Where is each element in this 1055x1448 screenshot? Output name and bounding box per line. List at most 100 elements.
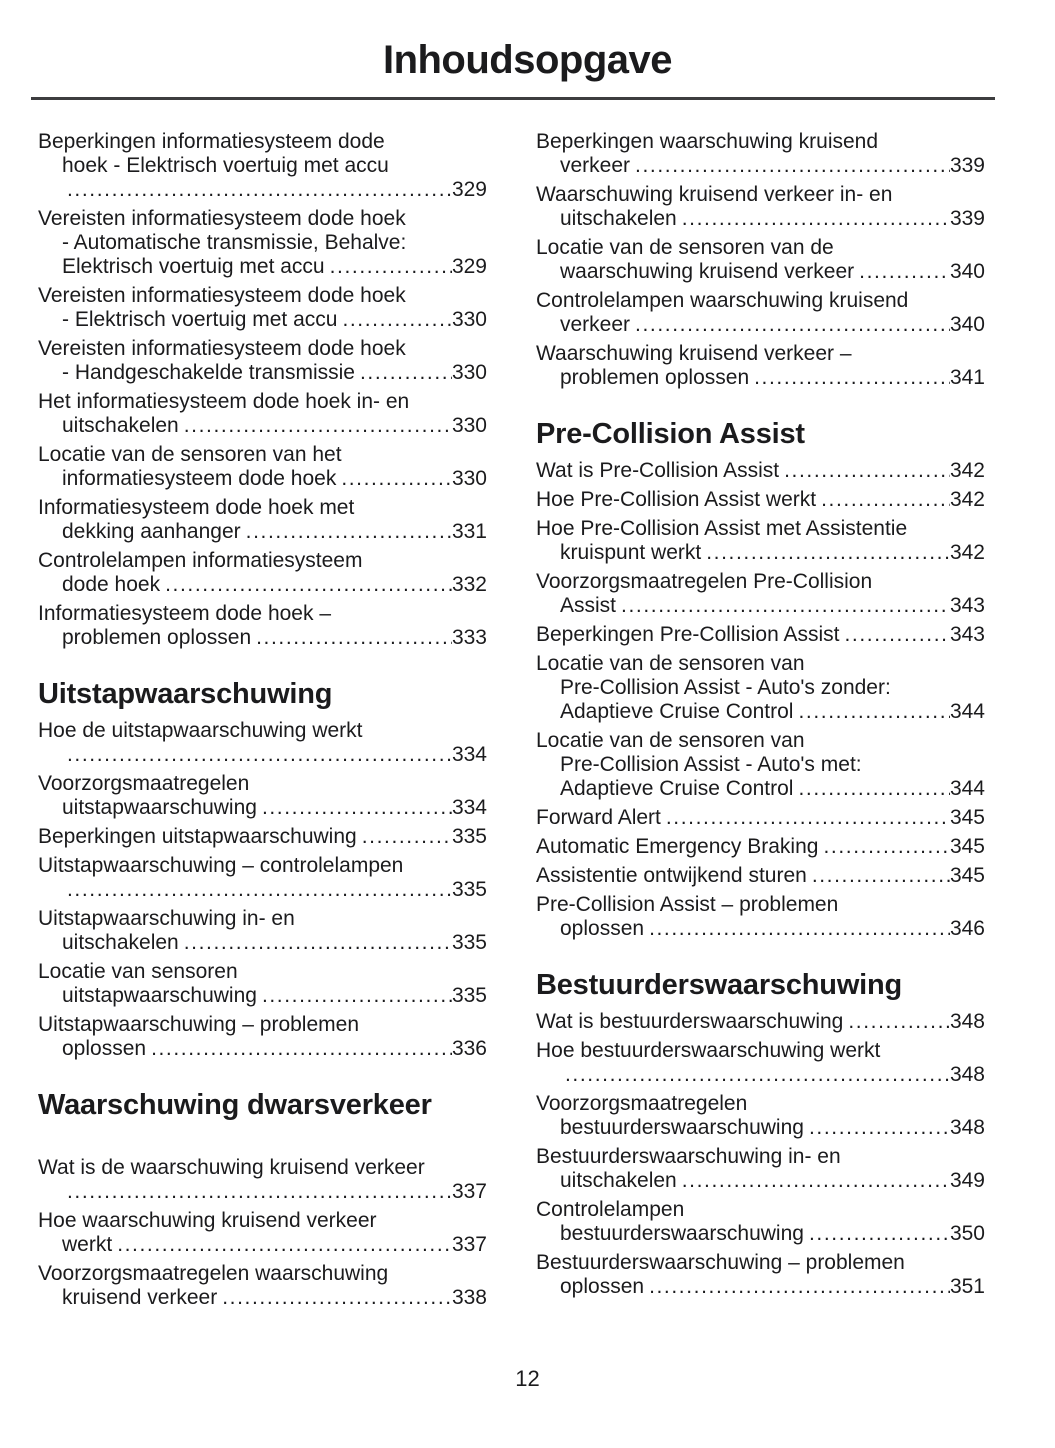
toc-entry: Locatie van de sensoren van de waarschuwi… [536, 236, 985, 284]
toc-entry-lastline: dode hoek...............................… [38, 573, 487, 597]
toc-entry: Beperkingen Pre-Collision Assist........… [536, 623, 985, 647]
toc-entry-line: Informatiesysteem dode hoek – [38, 602, 331, 625]
toc-entry-lastline: dekking aanhanger.......................… [38, 520, 487, 544]
toc-column-left: Beperkingen informatiesysteem dode hoek -… [38, 130, 487, 1315]
toc-entry-line: Vereisten informatiesysteem dode hoek [38, 207, 406, 230]
dot-leader: ........................................… [754, 366, 950, 389]
toc-entry-line: Hoe waarschuwing kruisend verkeer [38, 1209, 377, 1232]
toc-entry-line: Uitstapwaarschuwing in- en [38, 907, 295, 930]
toc-entry: Vereisten informatiesysteem dode hoek - E… [38, 284, 487, 332]
toc-entry: Locatie van de sensoren van Pre-Collision… [536, 729, 985, 801]
dot-leader: ........................................… [183, 931, 452, 954]
toc-entry-text: Adaptieve Cruise Control [560, 777, 794, 800]
toc-entry-line: Hoe bestuurderswaarschuwing werkt [536, 1039, 881, 1062]
toc-entry-pagenumber: 351 [949, 1275, 985, 1298]
toc-entry-lastline: ........................................… [38, 178, 487, 202]
toc-entry-text: oplossen [560, 917, 645, 940]
toc-entry-text: verkeer [560, 154, 631, 177]
dot-leader: ........................................… [222, 1286, 452, 1309]
toc-entry-line: Informatiesysteem dode hoek met [38, 496, 355, 519]
toc-entry: Wat is Pre-Collision Assist.............… [536, 459, 985, 483]
toc-entry-pagenumber: 345 [949, 835, 985, 858]
toc-entry-line: Uitstapwaarschuwing – controlelampen [38, 854, 404, 877]
toc-entry: Voorzorgsmaatregelen Pre-Collision Assist… [536, 570, 985, 618]
toc-entry: Hoe Pre-Collision Assist werkt..........… [536, 488, 985, 512]
toc-entry-lastline: Forward Alert...........................… [536, 806, 985, 830]
toc-entry-pagenumber: 337 [451, 1233, 487, 1256]
toc-entry-text: uitstapwaarschuwing [62, 796, 257, 819]
dot-leader: ........................................… [261, 796, 452, 819]
toc-entry-lastline: Hoe Pre-Collision Assist werkt..........… [536, 488, 985, 512]
toc-entry-line: Locatie van de sensoren van [536, 729, 805, 752]
toc-entry-pagenumber: 330 [451, 467, 487, 490]
toc-entry-lastline: uitschakelen............................… [536, 207, 985, 231]
toc-entry-lastline: problemen oplossen......................… [38, 626, 487, 650]
toc-entry-line: Controlelampen informatiesysteem [38, 549, 363, 572]
toc-entry: Wat is bestuurderswaarschuwing..........… [536, 1010, 985, 1034]
toc-entry-pagenumber: 349 [949, 1169, 985, 1192]
toc-entry-text: uitstapwaarschuwing [62, 984, 257, 1007]
toc-entry-text: Assistentie ontwijkend sturen [536, 864, 807, 887]
dot-leader: ........................................… [844, 623, 949, 646]
toc-entry: Informatiesysteem dode hoek met dekking a… [38, 496, 487, 544]
toc-entry-line: Beperkingen waarschuwing kruisend [536, 130, 879, 153]
toc-entry-line: Hoe de uitstapwaarschuwing werkt [38, 719, 363, 742]
toc-entry-pagenumber: 335 [451, 984, 487, 1007]
toc-entry-lastline: werkt...................................… [38, 1233, 487, 1257]
toc-entry-text: uitschakelen [560, 207, 677, 230]
dot-leader: ........................................… [341, 467, 452, 490]
toc-entry: Locatie van de sensoren van Pre-Collision… [536, 652, 985, 724]
toc-entry-line: Locatie van de sensoren van de [536, 236, 834, 259]
toc-entry-lastline: bestuurderswaarschuwing.................… [536, 1222, 985, 1246]
toc-entry-pagenumber: 331 [451, 520, 487, 543]
toc-entry: Pre-Collision Assist – problemen oplossen… [536, 893, 985, 941]
toc-entry-lastline: Wat is bestuurderswaarschuwing..........… [536, 1010, 985, 1034]
toc-entry: Hoe de uitstapwaarschuwing werkt........… [38, 719, 487, 767]
toc-entry-line: Hoe Pre-Collision Assist met Assistentie [536, 517, 908, 540]
toc-entry-line: Controlelampen [536, 1198, 685, 1221]
dot-leader: ........................................… [681, 1169, 950, 1192]
toc-entry-lastline: uitschakelen............................… [536, 1169, 985, 1193]
toc-entry-text: - Elektrisch voertuig met accu [62, 308, 338, 331]
toc-entry-pagenumber: 329 [451, 255, 487, 278]
toc-entry-lastline: Beperkingen uitstapwaarschuwing.........… [38, 825, 487, 849]
dot-leader: ........................................… [621, 594, 950, 617]
dot-leader: ........................................… [165, 573, 452, 596]
toc-entry-line: hoek - Elektrisch voertuig met accu [62, 154, 389, 177]
toc-entry-pagenumber: 335 [451, 825, 487, 848]
toc-entry-lastline: ........................................… [536, 1063, 985, 1087]
dot-leader: ........................................… [117, 1233, 452, 1256]
toc-entry: Vereisten informatiesysteem dode hoek - H… [38, 337, 487, 385]
toc-entry: Automatic Emergency Braking.............… [536, 835, 985, 859]
toc-entry-pagenumber: 330 [451, 308, 487, 331]
toc-column-right: Beperkingen waarschuwing kruisend verkeer… [536, 130, 985, 1315]
toc-entry-text: oplossen [62, 1037, 147, 1060]
toc-entry: Het informatiesysteem dode hoek in- en ui… [38, 390, 487, 438]
toc-entry-pagenumber: 339 [949, 154, 985, 177]
toc-entry: Assistentie ontwijkend sturen...........… [536, 864, 985, 888]
toc-entry-text: oplossen [560, 1275, 645, 1298]
toc-entry-line: Het informatiesysteem dode hoek in- en [38, 390, 410, 413]
toc-entry-text: informatiesysteem dode hoek [62, 467, 337, 490]
dot-leader: ........................................… [329, 255, 452, 278]
toc-entry: Controlelampen bestuurderswaarschuwing...… [536, 1198, 985, 1246]
toc-entry-lastline: kruisend verkeer........................… [38, 1286, 487, 1310]
toc-entry: Hoe bestuurderswaarschuwing werkt.......… [536, 1039, 985, 1087]
dot-leader: ........................................… [821, 488, 950, 511]
toc-entry-text: uitschakelen [560, 1169, 677, 1192]
toc-entry: Beperkingen informatiesysteem dode hoek -… [38, 130, 487, 202]
toc-entry-pagenumber: 343 [949, 594, 985, 617]
toc-entry-pagenumber: 336 [451, 1037, 487, 1060]
dot-leader: ........................................… [359, 361, 452, 384]
toc-entry-text: Hoe Pre-Collision Assist werkt [536, 488, 817, 511]
toc-entry-pagenumber: 344 [949, 777, 985, 800]
toc-entry: Voorzorgsmaatregelen waarschuwing kruisen… [38, 1262, 487, 1310]
toc-entry-pagenumber: 340 [949, 260, 985, 283]
toc-entry-line: Locatie van de sensoren van [536, 652, 805, 675]
toc-entry-pagenumber: 344 [949, 700, 985, 723]
toc-entry-pagenumber: 337 [451, 1180, 487, 1203]
toc-entry: Waarschuwing kruisend verkeer in- en uits… [536, 183, 985, 231]
toc-entry-pagenumber: 334 [451, 796, 487, 819]
page-number: 12 [515, 1366, 540, 1391]
